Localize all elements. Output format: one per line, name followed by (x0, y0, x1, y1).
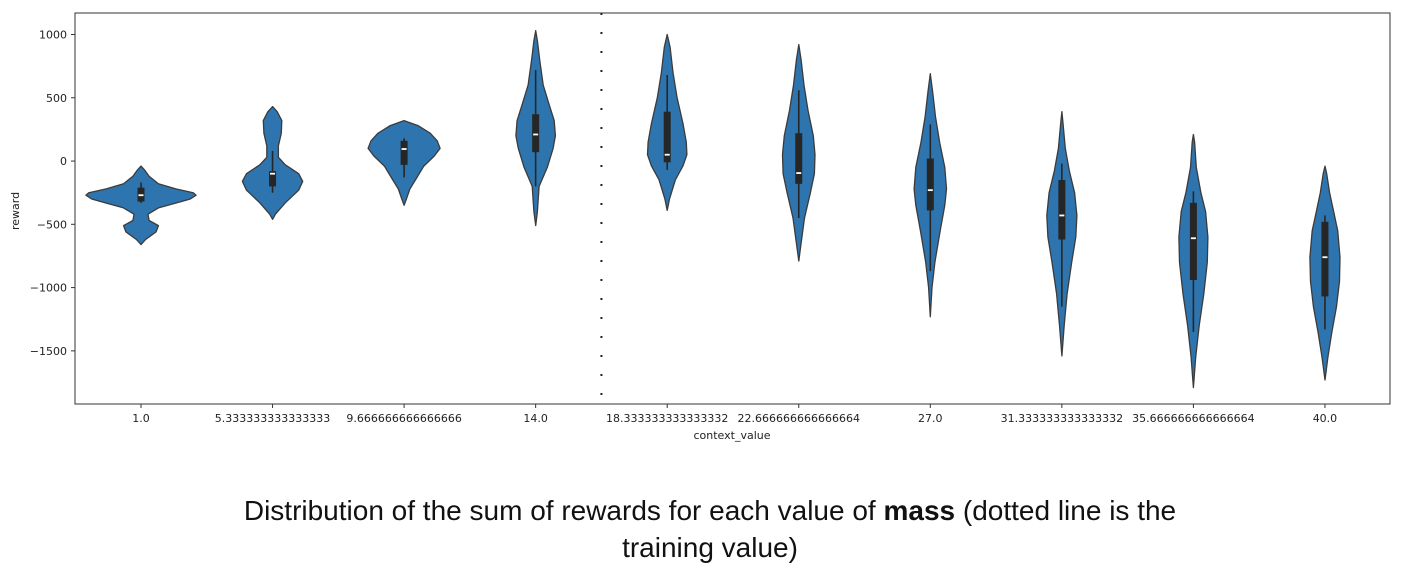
x-tick-label: 1.0 (132, 412, 150, 425)
figure-caption: Distribution of the sum of rewards for e… (0, 492, 1420, 566)
x-axis: 1.0 5.333333333333333 9.666666666666666 14.… (132, 404, 1337, 425)
violin-iqr-box (269, 171, 277, 187)
violin-chart: 1000 500 0 −500 −1000 −1500 1.0 5.333333333333… (9, 12, 1391, 442)
violin-iqr-box (1189, 202, 1197, 280)
violin-iqr-box (1058, 180, 1066, 240)
y-tick-label: 500 (46, 92, 67, 105)
y-tick-label: −1500 (30, 345, 67, 358)
x-tick-label: 31.333333333333332 (1001, 412, 1123, 425)
caption-bold-term: mass (883, 495, 956, 526)
caption-line-1: Distribution of the sum of rewards for e… (0, 492, 1420, 529)
x-axis-label: context_value (693, 429, 770, 442)
caption-prefix: Distribution of the sum of rewards for e… (243, 495, 884, 526)
violin-body (85, 165, 197, 246)
violin (85, 165, 197, 246)
violin-iqr-box (400, 140, 408, 165)
violin (913, 73, 948, 318)
plot-frame (74, 12, 1391, 405)
violin (515, 30, 557, 227)
x-tick-label: 18.333333333333332 (606, 412, 728, 425)
violin-iqr-box (663, 111, 671, 163)
violin-iqr-box (795, 133, 803, 184)
violin (1046, 111, 1078, 357)
y-axis-label: reward (9, 192, 22, 230)
violin (646, 33, 688, 212)
x-tick-label: 9.666666666666666 (346, 412, 461, 425)
violin-iqr-box (926, 158, 934, 211)
y-tick-label: 0 (60, 155, 67, 168)
violin (1178, 133, 1209, 389)
violin (241, 105, 304, 220)
y-tick-label: 1000 (39, 29, 67, 42)
caption-suffix: (dotted line is the (955, 495, 1177, 526)
x-tick-label: 40.0 (1313, 412, 1338, 425)
violin-iqr-box (532, 114, 540, 153)
x-tick-label: 22.666666666666664 (738, 412, 860, 425)
y-axis: 1000 500 0 −500 −1000 −1500 (30, 29, 75, 358)
x-tick-label: 5.333333333333333 (215, 412, 330, 425)
x-tick-label: 27.0 (918, 412, 943, 425)
y-tick-label: −500 (37, 218, 67, 231)
x-tick-label: 35.666666666666664 (1132, 412, 1254, 425)
y-tick-label: −1000 (30, 282, 67, 295)
violins-layer (85, 30, 1341, 389)
violin-iqr-box (1321, 221, 1329, 297)
violin (781, 43, 816, 262)
violin (367, 119, 441, 206)
violin (1309, 165, 1341, 381)
caption-line-2: training value) (622, 532, 798, 563)
x-tick-label: 14.0 (523, 412, 548, 425)
